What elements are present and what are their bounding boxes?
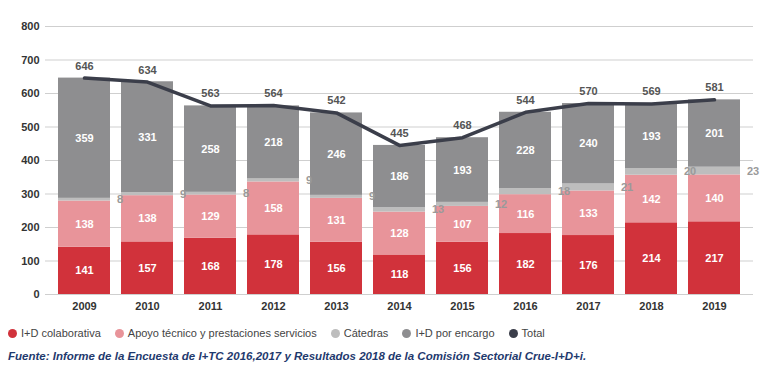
svg-text:246: 246 [327, 148, 345, 160]
svg-text:2019: 2019 [702, 300, 726, 312]
svg-text:468: 468 [453, 119, 471, 131]
svg-text:563: 563 [201, 87, 219, 99]
svg-text:331: 331 [138, 131, 156, 143]
svg-text:544: 544 [516, 94, 535, 106]
svg-text:8: 8 [117, 193, 123, 205]
svg-text:9: 9 [306, 174, 312, 186]
svg-text:156: 156 [327, 262, 345, 274]
svg-text:800: 800 [21, 20, 39, 32]
html-text:Total: Total [521, 327, 545, 339]
svg-text:634: 634 [138, 64, 157, 76]
svg-text:445: 445 [390, 127, 408, 139]
svg-text:20: 20 [684, 165, 696, 177]
svg-text:359: 359 [75, 132, 93, 144]
svg-text:0: 0 [33, 288, 39, 300]
svg-text:128: 128 [390, 227, 408, 239]
svg-text:138: 138 [138, 212, 156, 224]
svg-text:156: 156 [453, 262, 471, 274]
svg-text:2013: 2013 [324, 300, 348, 312]
svg-text:193: 193 [453, 164, 471, 176]
html-text:I+D colaborativa: I+D colaborativa [21, 327, 101, 339]
svg-text:581: 581 [705, 81, 723, 93]
svg-text:23: 23 [747, 165, 759, 177]
svg-text:9: 9 [180, 188, 186, 200]
svg-text:12: 12 [495, 198, 507, 210]
svg-text:228: 228 [516, 144, 534, 156]
svg-text:2010: 2010 [135, 300, 159, 312]
svg-text:2018: 2018 [639, 300, 663, 312]
svg-text:258: 258 [201, 143, 219, 155]
html-text:Cátedras: Cátedras [343, 327, 389, 339]
svg-text:129: 129 [201, 210, 219, 222]
svg-text:2015: 2015 [450, 300, 474, 312]
html-text:Fuente: Informe de la Encuesta: Fuente: Informe de la Encuesta de I+TC 2… [8, 350, 587, 362]
svg-text:564: 564 [264, 87, 283, 99]
svg-text:8: 8 [243, 187, 249, 199]
svg-text:569: 569 [642, 85, 660, 97]
svg-text:138: 138 [75, 218, 93, 230]
svg-text:107: 107 [453, 218, 471, 230]
svg-text:131: 131 [327, 214, 345, 226]
svg-text:18: 18 [558, 185, 570, 197]
html-text:I+D por encargo: I+D por encargo [415, 327, 495, 339]
svg-text:500: 500 [21, 121, 39, 133]
svg-text:157: 157 [138, 262, 156, 274]
svg-text:2009: 2009 [72, 300, 96, 312]
svg-text:142: 142 [642, 193, 660, 205]
svg-text:240: 240 [579, 137, 597, 149]
svg-text:178: 178 [264, 258, 282, 270]
svg-text:542: 542 [327, 94, 345, 106]
svg-text:182: 182 [516, 258, 534, 270]
svg-text:2011: 2011 [199, 300, 223, 312]
svg-text:176: 176 [579, 259, 597, 271]
svg-text:300: 300 [21, 188, 39, 200]
svg-text:201: 201 [705, 127, 723, 139]
svg-text:158: 158 [264, 202, 282, 214]
svg-text:2016: 2016 [513, 300, 537, 312]
svg-text:116: 116 [517, 208, 535, 220]
svg-text:186: 186 [390, 170, 408, 182]
svg-text:100: 100 [21, 255, 39, 267]
svg-text:140: 140 [705, 192, 723, 204]
svg-text:400: 400 [21, 154, 39, 166]
svg-text:141: 141 [75, 264, 93, 276]
svg-text:200: 200 [21, 221, 39, 233]
svg-text:700: 700 [21, 54, 39, 66]
svg-text:646: 646 [75, 60, 93, 72]
svg-text:193: 193 [642, 130, 660, 142]
svg-text:570: 570 [579, 85, 597, 97]
svg-text:2014: 2014 [387, 300, 412, 312]
svg-text:21: 21 [621, 181, 633, 193]
html-text:Apoyo técnico y prestaciones s: Apoyo técnico y prestaciones servicios [127, 327, 317, 339]
svg-text:133: 133 [579, 207, 597, 219]
svg-text:217: 217 [705, 252, 723, 264]
svg-text:2017: 2017 [576, 300, 600, 312]
svg-text:168: 168 [201, 260, 219, 272]
svg-text:218: 218 [264, 136, 282, 148]
svg-text:118: 118 [391, 268, 409, 280]
svg-text:214: 214 [642, 252, 661, 264]
svg-text:2012: 2012 [261, 300, 285, 312]
svg-text:600: 600 [21, 87, 39, 99]
svg-text:9: 9 [369, 190, 375, 202]
svg-text:13: 13 [432, 203, 444, 215]
